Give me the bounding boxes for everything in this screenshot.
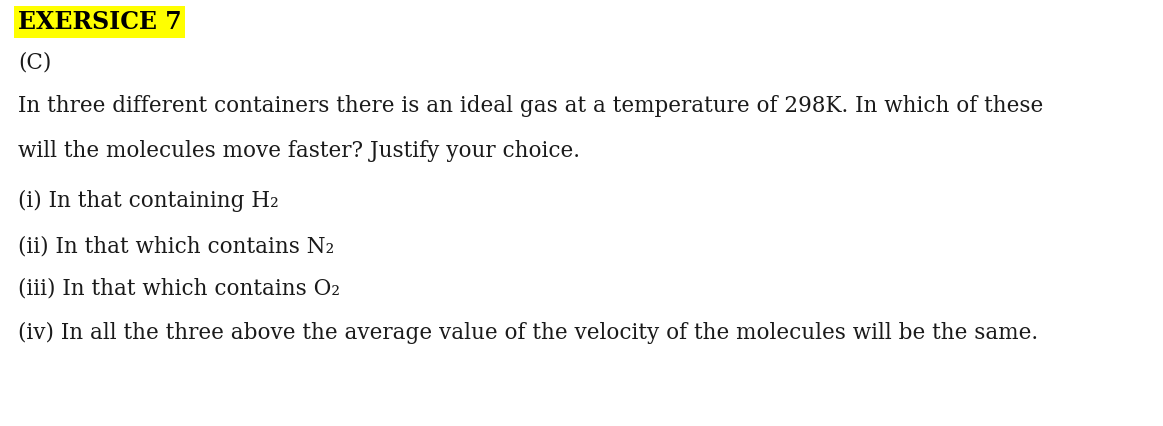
Text: (ii) In that which contains N₂: (ii) In that which contains N₂: [17, 235, 334, 257]
Text: will the molecules move faster? Justify your choice.: will the molecules move faster? Justify …: [17, 140, 580, 162]
Text: (i) In that containing H₂: (i) In that containing H₂: [17, 190, 279, 212]
Text: (C): (C): [17, 52, 51, 74]
Text: EXERSICE 7: EXERSICE 7: [17, 10, 181, 34]
Text: In three different containers there is an ideal gas at a temperature of 298K. In: In three different containers there is a…: [17, 95, 1043, 117]
Text: (iii) In that which contains O₂: (iii) In that which contains O₂: [17, 278, 340, 300]
Text: (iv) In all the three above the average value of the velocity of the molecules w: (iv) In all the three above the average …: [17, 322, 1039, 344]
